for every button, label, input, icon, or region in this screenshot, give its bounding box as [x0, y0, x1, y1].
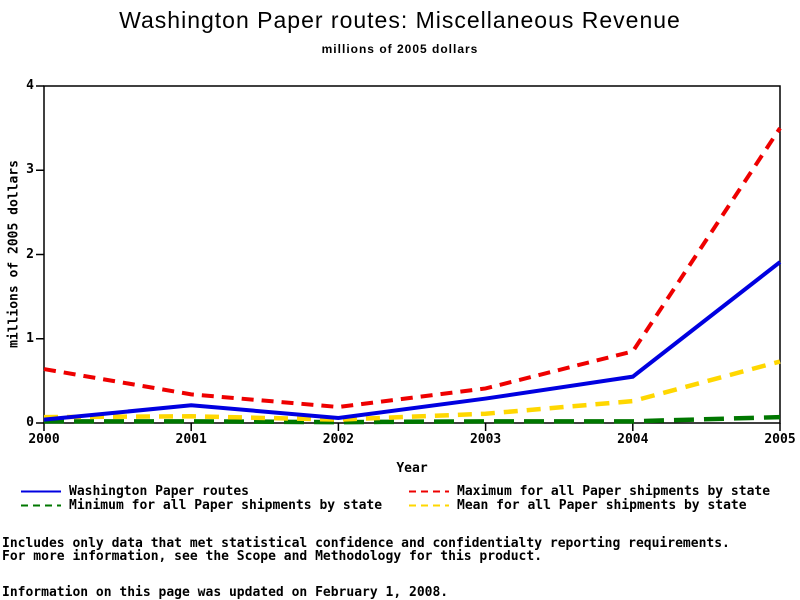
- series-line-1: [43, 127, 782, 410]
- y-tick-label: 2: [26, 246, 34, 262]
- y-tick-label: 0: [26, 415, 34, 430]
- legend-item-washington-paper-routes: Washington Paper routes: [20, 484, 250, 499]
- chart-subtitle: millions of 2005 dollars: [321, 42, 479, 56]
- y-tick-label: 4: [26, 78, 34, 93]
- x-tick-label: 2004: [617, 432, 649, 447]
- legend-item-maximum-shipments: Maximum for all Paper shipments by state: [408, 484, 771, 499]
- y-tick-label: 1: [26, 330, 34, 346]
- series-line-2: [44, 414, 781, 425]
- legend-swatch-dashed-gold-line: [409, 504, 449, 507]
- legend-swatch-solid-blue-line: [21, 490, 61, 493]
- x-tick-label: 2000: [28, 432, 60, 447]
- legend-swatch-dashed-green-line: [21, 504, 61, 507]
- legend-swatch-dashed-red-line: [409, 490, 449, 493]
- legend-label: Minimum for all Paper shipments by state: [69, 498, 383, 513]
- plot-frame: [43, 85, 781, 424]
- legend-label: Mean for all Paper shipments by state: [457, 498, 747, 513]
- legend-item-mean-shipments: Mean for all Paper shipments by state: [408, 498, 747, 513]
- legend-label: Maximum for all Paper shipments by state: [457, 484, 771, 499]
- x-tick-label: 2003: [469, 432, 502, 447]
- footnote-confidence: Includes only data that met statistical …: [2, 536, 730, 551]
- legend-label: Washington Paper routes: [69, 484, 250, 499]
- legend-item-minimum-shipments: Minimum for all Paper shipments by state: [20, 498, 383, 513]
- series-line-0: [43, 260, 782, 422]
- chart-title: Washington Paper routes: Miscellaneous R…: [119, 7, 681, 33]
- x-tick-label: 2002: [322, 432, 355, 447]
- series-line-3: [43, 359, 781, 422]
- footnote-updated-date: Information on this page was updated on …: [2, 585, 449, 600]
- x-axis-label: Year: [396, 461, 428, 476]
- x-tick-label: 2005: [764, 432, 796, 447]
- footnote-methodology: For more information, see the Scope and …: [2, 549, 543, 564]
- x-tick-label: 2001: [175, 432, 207, 447]
- y-tick-label: 3: [26, 162, 34, 178]
